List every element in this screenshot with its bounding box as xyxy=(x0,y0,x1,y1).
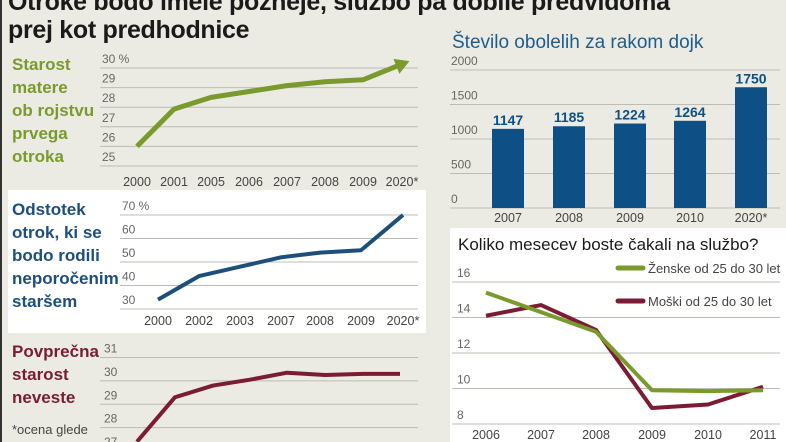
x-tick-label: 2006 xyxy=(472,428,500,442)
chart-label-line: staršem xyxy=(12,292,77,311)
y-tick-label: 27 xyxy=(104,435,118,442)
x-tick-label: 2008 xyxy=(311,175,339,189)
chart-label-line: neporočenim xyxy=(12,269,119,288)
y-tick-label: 25 xyxy=(102,150,116,164)
bar xyxy=(674,120,706,208)
bar xyxy=(553,126,585,208)
bar xyxy=(492,128,524,208)
y-tick-label: 1500 xyxy=(451,89,478,103)
y-tick-label: 500 xyxy=(451,158,471,172)
mother-age-line xyxy=(135,61,403,149)
x-tick-label: 2008 xyxy=(306,314,334,328)
left-border xyxy=(0,0,2,442)
x-tick-label: 2020* xyxy=(735,211,768,225)
y-tick-label: 14 xyxy=(457,302,471,316)
legend-label: Moški od 25 do 30 let xyxy=(648,294,772,309)
chart-label-line: Starost xyxy=(12,55,71,74)
x-tick-label: 2005 xyxy=(197,175,225,189)
unmarried-line xyxy=(157,213,405,302)
bar-value-label: 1750 xyxy=(735,70,766,86)
x-tick-label: 2020* xyxy=(387,314,420,328)
x-tick-label: 2006 xyxy=(235,175,263,189)
x-tick-label: 2001 xyxy=(160,175,188,189)
chart-label-line: ob rojstvu xyxy=(12,101,94,120)
y-tick-label: 40 xyxy=(122,270,136,284)
chart-label-line: starost xyxy=(12,365,69,384)
arrow-head-icon xyxy=(393,58,410,74)
bar-value-label: 1185 xyxy=(554,109,585,125)
x-tick-label: 2010 xyxy=(676,211,704,225)
y-tick-label: 27 xyxy=(102,111,116,125)
x-tick-label: 2011 xyxy=(750,428,777,442)
chart-label-line: prvega xyxy=(12,124,68,143)
y-tick-label: 29 xyxy=(102,72,116,86)
bride-age-line xyxy=(135,370,400,442)
x-tick-label: 2007 xyxy=(267,314,295,328)
y-tick-label: 28 xyxy=(104,412,118,426)
legend-label: Ženske od 25 do 30 let xyxy=(648,261,781,276)
footnote: *ocena glede xyxy=(12,422,88,437)
chart-label-line: Odstotek xyxy=(12,200,86,219)
title-line-1: Otroke bodo imele pozneje, službo pa dob… xyxy=(8,0,670,16)
title-line-2: prej kot predhodnice xyxy=(8,16,250,44)
y-tick-label: 26 xyxy=(102,130,116,144)
job-chart-title: Koliko mesecev boste čakali na službo? xyxy=(458,235,759,254)
x-tick-label: 2009 xyxy=(638,428,666,442)
chart-label-line: neveste xyxy=(12,388,75,407)
x-tick-label: 2008 xyxy=(555,211,583,225)
y-tick-label: 30 xyxy=(122,293,136,307)
y-tick-label: 29 xyxy=(104,388,118,402)
y-tick-label: 10 xyxy=(457,373,471,387)
chart-label-line: bodo rodili xyxy=(12,246,100,265)
bar xyxy=(735,87,767,208)
y-tick-label: 50 xyxy=(122,246,136,260)
x-tick-label: 2009 xyxy=(616,211,644,225)
bar-value-label: 1264 xyxy=(674,104,705,120)
y-tick-label: 2000 xyxy=(451,54,478,68)
women-line xyxy=(485,290,764,394)
y-tick-label: 8 xyxy=(457,408,464,422)
x-tick-label: 2009 xyxy=(347,314,375,328)
bar-value-label: 1147 xyxy=(493,112,524,128)
y-tick-label: 30 % xyxy=(102,52,130,66)
x-tick-label: 2007 xyxy=(527,428,555,442)
y-tick-label: 12 xyxy=(457,337,471,351)
y-tick-label: 1000 xyxy=(451,123,478,137)
x-tick-label: 2003 xyxy=(226,314,254,328)
job-wait-panel xyxy=(450,228,786,442)
bar-chart-title: Število obolelih za rakom dojk xyxy=(452,31,704,53)
y-tick-label: 31 xyxy=(104,342,118,356)
chart-label-line: otroka xyxy=(12,147,65,166)
chart-label-line: matere xyxy=(12,78,68,97)
chart-label-line: otrok, ki se xyxy=(12,223,102,242)
y-tick-label: 60 xyxy=(122,223,136,237)
y-tick-label: 28 xyxy=(102,91,116,105)
x-tick-label: 2000 xyxy=(144,314,172,328)
x-tick-label: 2007 xyxy=(273,175,301,189)
x-tick-label: 2008 xyxy=(582,428,610,442)
bar-value-label: 1224 xyxy=(614,107,645,123)
y-tick-label: 16 xyxy=(457,266,471,280)
y-tick-label: 30 xyxy=(104,365,118,379)
x-tick-label: 2007 xyxy=(494,211,522,225)
x-tick-label: 2009 xyxy=(349,175,377,189)
x-tick-label: 2002 xyxy=(185,314,213,328)
page-title: Otroke bodo imele pozneje, službo pa dob… xyxy=(8,0,670,44)
x-tick-label: 2020* xyxy=(386,175,419,189)
chart-label-line: Povprečna xyxy=(12,342,99,361)
y-tick-label: 70 % xyxy=(122,199,150,213)
x-tick-label: 2000 xyxy=(123,175,151,189)
x-tick-label: 2010 xyxy=(694,428,722,442)
bar xyxy=(614,123,646,208)
y-tick-label: 0 xyxy=(451,192,458,206)
